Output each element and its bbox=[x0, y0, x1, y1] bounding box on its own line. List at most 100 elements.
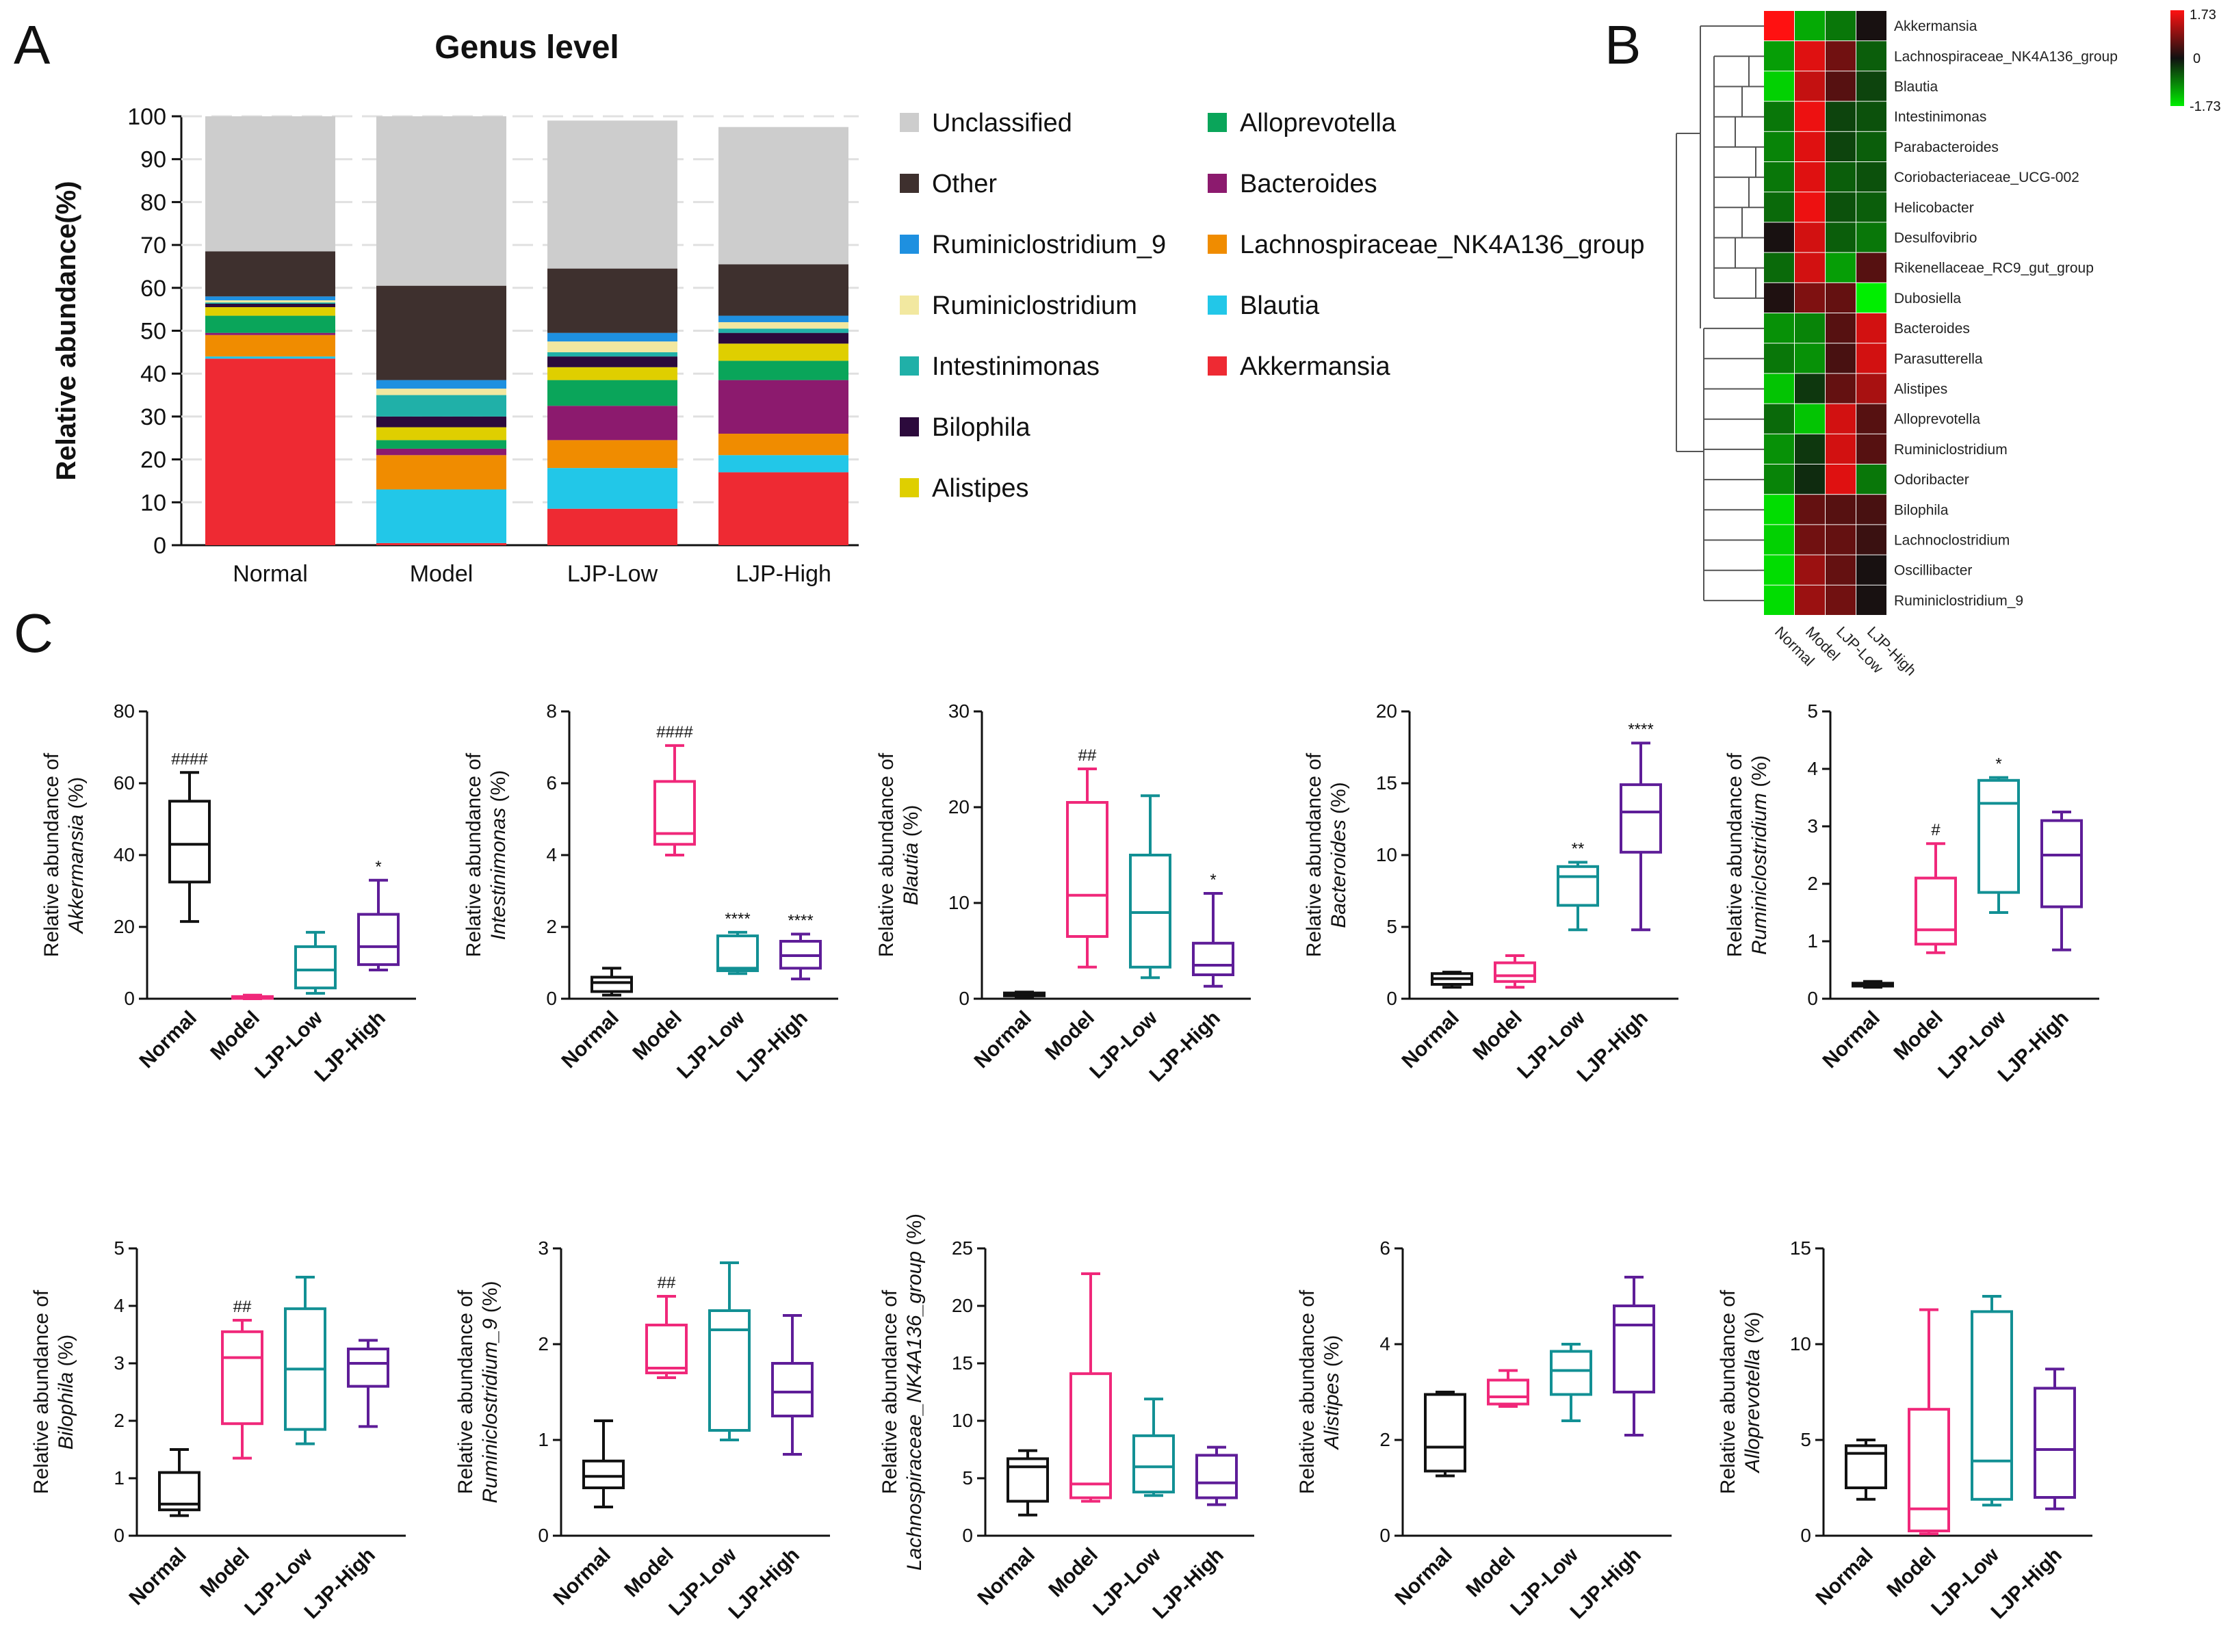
x-tick-label: LJP-Low bbox=[567, 561, 658, 587]
box-body bbox=[1195, 1454, 1238, 1499]
box-normal bbox=[1007, 1449, 1049, 1517]
box-ljp-high bbox=[347, 1339, 389, 1428]
box-model bbox=[1069, 1272, 1112, 1503]
heatmap-cell-lachnoclostridium-ljp-high bbox=[1856, 525, 1886, 555]
y-tick-label: 2 bbox=[1807, 873, 1818, 894]
heatmap-cell-bacteroides-ljp-high bbox=[1856, 313, 1886, 343]
y-tick-label: 1 bbox=[538, 1429, 549, 1450]
box-normal bbox=[1003, 991, 1046, 999]
significance-mark: * bbox=[1210, 871, 1216, 889]
bar-segment-unclassified-model bbox=[376, 116, 506, 286]
heatmap-cell-bacteroides-model bbox=[1795, 313, 1825, 343]
legend-swatch-bilophila bbox=[900, 417, 919, 436]
heatmap-cell-lachnoclostridium-normal bbox=[1764, 525, 1794, 555]
box-body bbox=[591, 975, 633, 993]
chart-title: Genus level bbox=[434, 29, 619, 66]
heatmap-cell-lachnospiraceae-nk4a136-group-ljp-high bbox=[1856, 41, 1886, 71]
bar-segment-blautia-ljp-low bbox=[547, 468, 677, 509]
y-axis-label-unit: (%) bbox=[55, 1335, 77, 1372]
bar-segment-unclassified-ljp-low bbox=[547, 120, 677, 269]
heatmap-cell-alistipes-ljp-low bbox=[1826, 373, 1856, 404]
box-ljp-high bbox=[1620, 742, 1662, 932]
y-tick-label: 10 bbox=[952, 1410, 973, 1431]
heatmap-cell-bilophila-normal bbox=[1764, 495, 1794, 525]
bar-segment-alistipes-model bbox=[376, 427, 506, 441]
y-tick-label: 5 bbox=[1800, 1429, 1811, 1450]
box-body bbox=[1613, 1304, 1655, 1393]
y-tick-label: 4 bbox=[114, 1295, 125, 1316]
bar-segment-akkermansia-model bbox=[376, 542, 506, 545]
panel-label-c: C bbox=[14, 603, 53, 664]
x-tick-label: Model bbox=[628, 1007, 686, 1065]
y-axis-label: Relative abundance of Ruminiclostridium_9… bbox=[454, 1281, 502, 1503]
y-tick-label: 5 bbox=[114, 1237, 125, 1259]
x-tick-label: LJP-High bbox=[736, 561, 831, 587]
y-axis-label-line2: Akkermansia (%) bbox=[65, 777, 88, 934]
y-axis-label-line1: Relative abundance of bbox=[454, 1289, 477, 1494]
heatmap-cell-alistipes-ljp-high bbox=[1856, 373, 1886, 404]
heatmap-row-label: Ruminiclostridium bbox=[1894, 442, 2008, 458]
heatmap-cell-coriobacteriaceae-ucg-002-ljp-high bbox=[1856, 162, 1886, 192]
box-body bbox=[2034, 1387, 2076, 1499]
legend-swatch-lachnospiraceae-nk4a136-group bbox=[1208, 235, 1227, 254]
heatmap-cell-akkermansia-ljp-low bbox=[1826, 11, 1856, 41]
x-tick-label: Normal bbox=[1819, 1007, 1884, 1073]
heatmap-cell-dubosiella-model bbox=[1795, 283, 1825, 313]
boxplot-intestinimonas: 0 2 4 6 8 Relative abundance of Intestinimonas… bbox=[463, 700, 838, 1086]
heatmap-cell-intestinimonas-model bbox=[1795, 101, 1825, 131]
y-axis-label-line1: Relative abundance of bbox=[1303, 752, 1325, 957]
box-body bbox=[1550, 1350, 1592, 1396]
y-axis-label-line2: Lachnospiraceae_NK4A136_group (%) bbox=[903, 1214, 926, 1571]
y-tick-label: 0 bbox=[959, 988, 970, 1009]
y-axis-label-line1: Relative abundance of bbox=[875, 752, 898, 957]
x-tick-label: Normal bbox=[1398, 1007, 1464, 1073]
x-tick-label: Model bbox=[1041, 1007, 1099, 1065]
heatmap-cell-rikenellaceae-rc9-gut-group-model bbox=[1795, 252, 1825, 283]
box-body bbox=[1066, 801, 1108, 938]
heatmap-cell-alloprevotella-model bbox=[1795, 404, 1825, 434]
y-tick-label: 60 bbox=[140, 276, 166, 302]
significance-mark: **** bbox=[1628, 720, 1653, 739]
y-tick-label: 4 bbox=[546, 844, 557, 865]
y-tick-label: 5 bbox=[1386, 916, 1397, 937]
legend-swatch-alistipes bbox=[900, 478, 919, 497]
box-body bbox=[645, 1324, 688, 1374]
box-body bbox=[1069, 1372, 1112, 1499]
box-ljp-high bbox=[1192, 892, 1234, 988]
bar-segment-intestinimonas-model bbox=[376, 395, 506, 417]
heatmap-row-label: Bacteroides bbox=[1894, 321, 1970, 337]
heatmap-cell-coriobacteriaceae-ucg-002-ljp-low bbox=[1826, 162, 1856, 192]
box-body bbox=[716, 934, 759, 973]
heatmap-row-label: Oscillibacter bbox=[1894, 563, 1972, 579]
box-ljp-low bbox=[294, 930, 337, 995]
bar-segment-other-model bbox=[376, 285, 506, 380]
box-body bbox=[708, 1309, 751, 1432]
y-axis-label-line1: Relative abundance of bbox=[879, 1289, 901, 1494]
bar-segment-akkermansia-ljp-high bbox=[718, 472, 848, 545]
box-body bbox=[771, 1362, 814, 1417]
heatmap-row-label: Helicobacter bbox=[1894, 200, 1974, 215]
box-body bbox=[357, 913, 400, 967]
significance-mark: #### bbox=[656, 723, 693, 742]
legend-label: Akkermansia bbox=[1240, 352, 1390, 381]
bar-segment-ruminiclostridium-model bbox=[376, 389, 506, 395]
bar-segment-alistipes-ljp-low bbox=[547, 367, 677, 380]
y-axis-label-unit: (%) bbox=[65, 777, 88, 815]
x-tick-label: Normal bbox=[233, 561, 308, 587]
y-tick-label: 0 bbox=[114, 1525, 125, 1546]
heatmap-cell-rikenellaceae-rc9-gut-group-ljp-high bbox=[1856, 252, 1886, 283]
heatmap-cell-parasutterella-model bbox=[1795, 343, 1825, 373]
bar-segment-ruminiclostridium-ljp-low bbox=[547, 341, 677, 352]
y-tick-label: 100 bbox=[127, 104, 166, 130]
box-body bbox=[653, 780, 696, 846]
y-tick-label: 30 bbox=[948, 700, 970, 722]
x-tick-label: Model bbox=[196, 1544, 254, 1602]
significance-mark: * bbox=[375, 858, 381, 876]
y-tick-label: 0 bbox=[538, 1525, 549, 1546]
significance-mark: **** bbox=[725, 910, 750, 928]
legend-swatch-ruminiclostridium bbox=[900, 296, 919, 315]
y-tick-label: 60 bbox=[114, 772, 135, 794]
heatmap-cell-dubosiella-ljp-low bbox=[1826, 283, 1856, 313]
y-axis-label-unit: (%) bbox=[1327, 782, 1350, 820]
boxplot-alloprevotella: 0 5 10 15 Relative abundance of Alloprevotell… bbox=[1717, 1237, 2092, 1623]
